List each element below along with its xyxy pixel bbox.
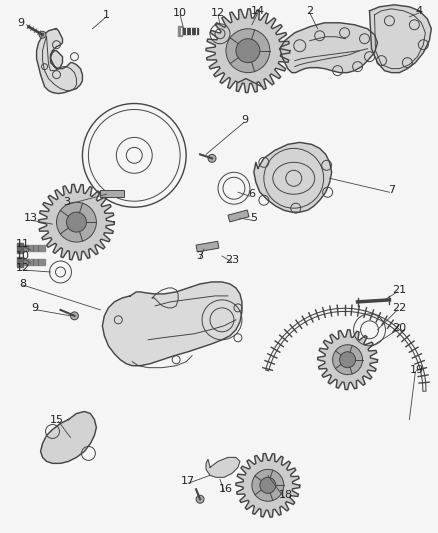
Text: 1: 1 xyxy=(103,10,110,20)
Polygon shape xyxy=(41,411,96,463)
Polygon shape xyxy=(236,454,300,517)
Polygon shape xyxy=(280,23,378,72)
Text: 8: 8 xyxy=(19,279,26,289)
Bar xyxy=(23,245,45,251)
Circle shape xyxy=(332,345,363,375)
Bar xyxy=(17,257,23,267)
Text: 18: 18 xyxy=(279,490,293,500)
Text: 4: 4 xyxy=(416,6,423,16)
Circle shape xyxy=(252,470,284,501)
Text: 3: 3 xyxy=(63,197,70,207)
Text: 9: 9 xyxy=(241,116,248,125)
Circle shape xyxy=(67,212,86,232)
Text: 17: 17 xyxy=(181,477,195,486)
Bar xyxy=(23,259,45,265)
Polygon shape xyxy=(370,5,431,72)
Text: 13: 13 xyxy=(24,213,38,223)
Bar xyxy=(180,28,198,34)
Circle shape xyxy=(226,29,270,72)
Text: 15: 15 xyxy=(49,415,64,424)
Text: 14: 14 xyxy=(251,6,265,16)
Polygon shape xyxy=(318,330,378,390)
Text: 10: 10 xyxy=(173,8,187,18)
Text: 6: 6 xyxy=(248,189,255,199)
Text: 23: 23 xyxy=(225,255,239,265)
Circle shape xyxy=(57,202,96,242)
Polygon shape xyxy=(37,29,82,94)
Text: 9: 9 xyxy=(17,18,24,28)
Text: 20: 20 xyxy=(392,323,406,333)
Text: 10: 10 xyxy=(16,251,30,261)
Bar xyxy=(228,210,249,222)
Circle shape xyxy=(260,478,276,493)
Bar xyxy=(100,190,124,197)
Circle shape xyxy=(39,31,46,38)
Circle shape xyxy=(339,352,356,368)
Polygon shape xyxy=(102,282,242,366)
Text: 9: 9 xyxy=(31,303,38,313)
Polygon shape xyxy=(206,9,290,93)
Circle shape xyxy=(236,39,260,63)
Polygon shape xyxy=(39,184,114,260)
Bar xyxy=(17,243,23,253)
Text: 2: 2 xyxy=(306,6,313,16)
Text: 7: 7 xyxy=(388,185,395,195)
Polygon shape xyxy=(254,142,332,212)
Text: 5: 5 xyxy=(251,213,258,223)
Text: 11: 11 xyxy=(16,239,30,249)
Polygon shape xyxy=(206,457,240,478)
Text: 12: 12 xyxy=(16,263,30,273)
Bar xyxy=(196,241,219,252)
Text: 12: 12 xyxy=(211,8,225,18)
Circle shape xyxy=(208,155,216,163)
Circle shape xyxy=(71,312,78,320)
Text: 22: 22 xyxy=(392,303,406,313)
Bar xyxy=(178,26,182,36)
Text: 3: 3 xyxy=(197,251,204,261)
Text: 21: 21 xyxy=(392,285,406,295)
Text: 19: 19 xyxy=(410,365,424,375)
Text: 16: 16 xyxy=(219,484,233,494)
Circle shape xyxy=(196,495,204,503)
